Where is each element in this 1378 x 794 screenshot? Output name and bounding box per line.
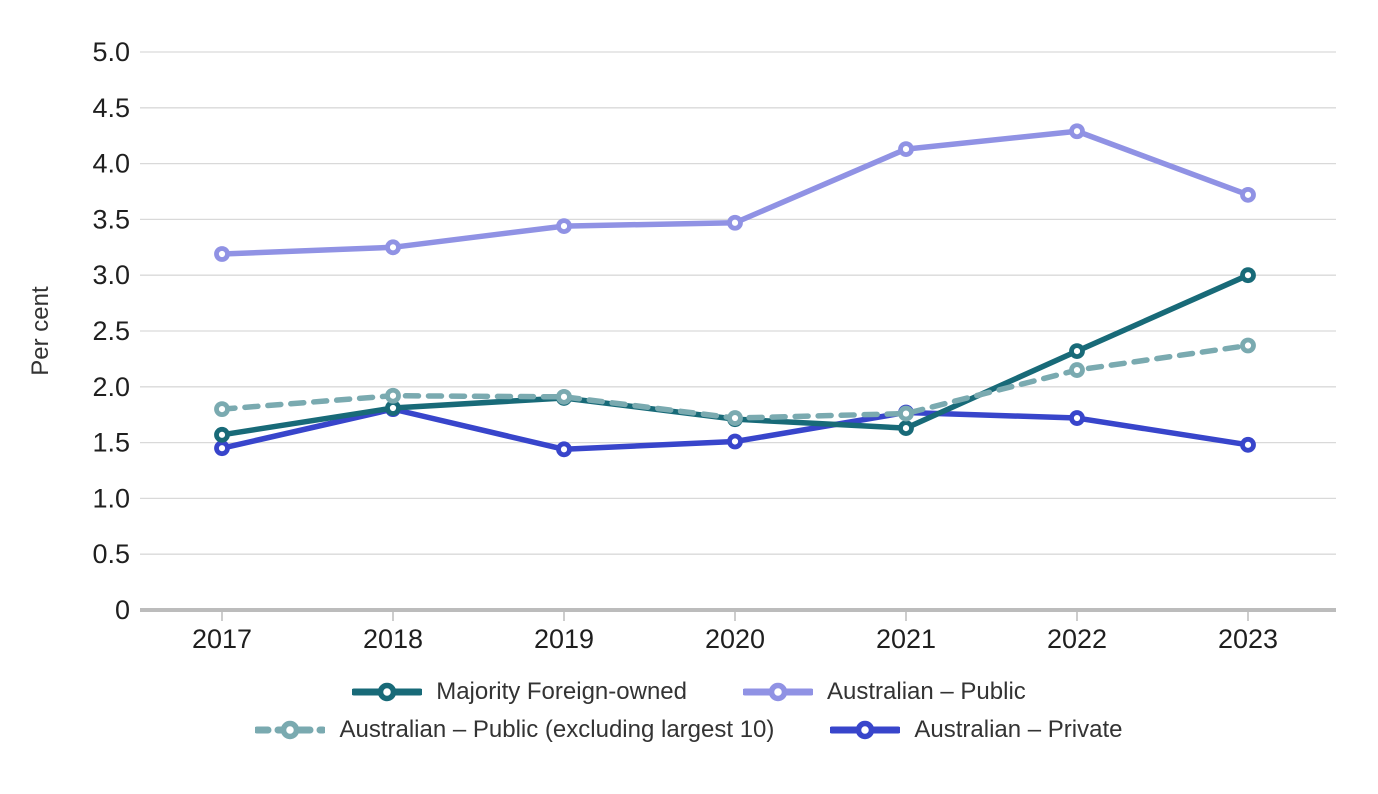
- series-marker-0: [1069, 343, 1085, 359]
- legend-marker: [377, 682, 397, 702]
- legend-item-australian-public: Australian – Public: [743, 678, 1026, 706]
- series-marker-3: [1240, 436, 1256, 453]
- series-line-2: [219, 342, 1251, 421]
- legend-swatch-solid-line-icon: [743, 682, 813, 702]
- series-marker-0: [898, 420, 914, 436]
- series-marker-1: [727, 214, 743, 231]
- series-marker-0: [214, 426, 230, 443]
- series-marker-1: [385, 239, 401, 256]
- legend-swatch-dashed-line-icon: [255, 720, 326, 740]
- y-axis-tick-label: 3.5: [92, 204, 130, 234]
- legend-swatch-solid-line-icon: [352, 682, 423, 702]
- x-axis-tick-label: 2019: [534, 624, 594, 654]
- y-axis-tick-label: 4.5: [92, 93, 130, 123]
- x-axis-tick-label: 2023: [1218, 624, 1278, 654]
- legend-row-1: Majority Foreign-owned Australian – Publ…: [352, 678, 1026, 706]
- x-axis-tick-label: 2021: [876, 624, 936, 654]
- series-marker-1: [214, 246, 230, 262]
- series-marker-0: [1240, 267, 1256, 284]
- y-axis-tick-label: 3.0: [92, 260, 130, 290]
- series-marker-2: [385, 387, 401, 404]
- series-marker-2: [214, 401, 230, 418]
- series-marker-2: [556, 388, 572, 405]
- legend-item-australian-private: Australian – Private: [830, 716, 1123, 744]
- legend-marker: [768, 682, 788, 702]
- chart-legend: Majority Foreign-owned Australian – Publ…: [0, 678, 1378, 744]
- legend-label: Australian – Public: [827, 678, 1026, 705]
- y-axis-tick-label: 0.5: [92, 539, 130, 569]
- series-marker-1: [1069, 123, 1085, 140]
- legend-marker: [281, 720, 300, 740]
- y-axis-tick-label: 2.5: [92, 316, 130, 346]
- legend-item-majority-foreign-owned: Majority Foreign-owned: [352, 678, 687, 706]
- legend-item-australian-public-excl-largest-10: Australian – Public (excluding largest 1…: [255, 716, 774, 744]
- x-axis-tick-label: 2022: [1047, 624, 1107, 654]
- x-axis-tick-label: 2017: [192, 624, 252, 654]
- series-marker-2: [727, 410, 743, 426]
- series-marker-1: [556, 218, 572, 234]
- legend-label: Majority Foreign-owned: [436, 678, 687, 705]
- series-marker-2: [898, 405, 914, 422]
- legend-marker: [856, 720, 875, 740]
- series-marker-3: [556, 441, 572, 458]
- y-axis-tick-label: 5.0: [92, 37, 130, 67]
- line-chart: 5.0 4.5 4.0 3.5 3.0 2.5 2.0 1.5 1.0 0.5 0 2017 2018 2…: [27, 37, 1336, 654]
- legend-row-2: Australian – Public (excluding largest 1…: [255, 716, 1123, 744]
- series-marker-2: [1069, 362, 1085, 378]
- series-marker-3: [727, 433, 743, 450]
- series-marker-1: [1240, 186, 1256, 203]
- y-axis-tick-label: 1.0: [92, 483, 130, 513]
- series-marker-0: [385, 400, 401, 416]
- legend-label: Australian – Public (excluding largest 1…: [339, 716, 775, 743]
- x-axis-tick-label: 2018: [363, 624, 423, 654]
- y-axis-tick-label: 4.0: [92, 149, 130, 179]
- y-axis-tick-label: 0: [115, 595, 130, 625]
- series-line-1: [219, 128, 1251, 257]
- series-marker-2: [1240, 337, 1256, 354]
- y-axis-tick-label: 2.0: [92, 372, 130, 402]
- legend-label: Australian – Private: [914, 716, 1123, 743]
- series-marker-3: [1069, 410, 1085, 426]
- x-axis-tick-label: 2020: [705, 624, 765, 654]
- series-marker-1: [898, 141, 914, 157]
- y-axis-title: Per cent: [27, 286, 54, 376]
- y-axis-tick-label: 1.5: [92, 428, 130, 458]
- legend-swatch-solid-line-icon: [830, 720, 901, 740]
- series-marker-3: [214, 440, 230, 457]
